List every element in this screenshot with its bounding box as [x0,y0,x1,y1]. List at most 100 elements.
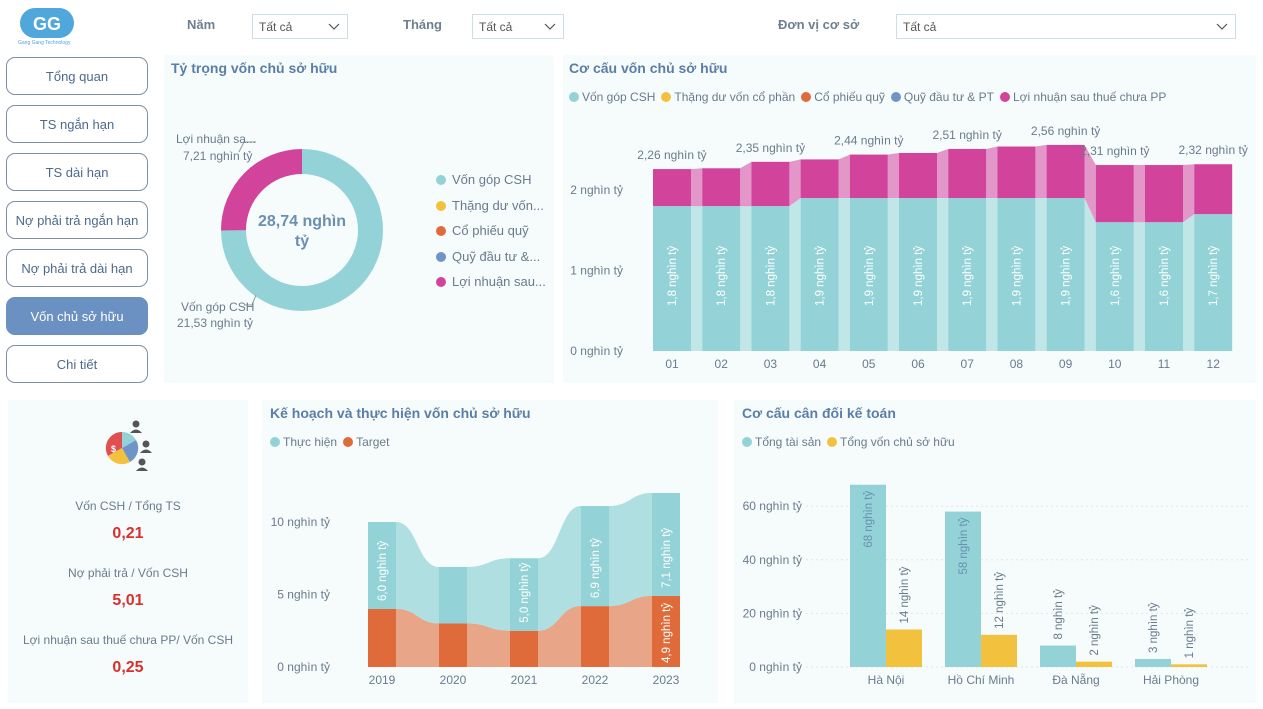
legend-item[interactable]: Quỹ đầu tư & PT [890,90,994,104]
legend-item[interactable]: Tổng tài sản [742,435,821,449]
bar-von-gop[interactable] [899,198,937,351]
bar-loi-nhuan[interactable] [1194,164,1233,215]
chevron-down-icon [1216,23,1228,30]
bar-loi-nhuan[interactable] [702,168,741,207]
ribbon [396,609,439,667]
legend-label: Cổ phiếu quỹ [452,223,529,238]
legend-item[interactable]: Thặng dư vốn cổ phần [661,90,795,104]
nav-button[interactable]: Vốn chủ sở hữu [6,297,148,335]
donut-slice[interactable] [221,149,302,231]
y-tick-label: 20 nghìn tỷ [743,606,802,620]
bar-target[interactable] [652,595,680,667]
bar-von-gop[interactable] [1194,214,1233,351]
bar-von-gop[interactable] [702,206,741,351]
legend-dot [436,200,446,211]
bar-thuc-hien[interactable] [368,522,396,609]
nav-button[interactable]: Chi tiết [6,345,148,383]
legend-item[interactable]: Thặng dư vốn... [436,198,544,213]
x-tick-label: 05 [862,357,876,371]
bar-tong-tai-san[interactable] [1040,645,1076,667]
ribbon [1133,222,1145,351]
year-dropdown[interactable]: Tất cả [252,14,348,39]
x-tick-label: 2023 [653,673,680,687]
legend-item[interactable]: Lợi nhuận sau... [436,274,546,289]
bar-von-gop[interactable] [948,198,987,351]
ribbon [1133,165,1145,223]
bar-thuc-hien[interactable] [581,506,609,607]
legend-item[interactable]: Tổng vốn chủ sở hữu [827,435,955,449]
nav-button[interactable]: TS dài hạn [6,153,148,191]
legend-dot [436,277,446,287]
bar-von-gop[interactable] [1095,222,1134,351]
plan-title: Kế hoạch và thực hiện vốn chủ sở hữu [270,405,531,421]
y-tick-label: 60 nghìn tỷ [743,499,802,513]
ribbon [1035,198,1047,351]
bar-loi-nhuan[interactable] [899,152,937,199]
ribbon [1035,144,1047,199]
donut-callout-value: 7,21 nghìn tỷ [183,149,252,163]
unit-dropdown[interactable]: Tất cả [896,14,1236,39]
legend-dot [569,92,579,102]
bar-loi-nhuan[interactable] [849,154,888,199]
bar-loi-nhuan[interactable] [1095,165,1134,223]
bar-tong-von-csh[interactable] [1171,664,1207,667]
bar-value-label: 14 nghìn tỷ [899,566,911,623]
legend-label: Target [356,435,390,449]
ribbon [396,522,439,624]
nav-button[interactable]: TS ngắn hạn [6,105,148,143]
bar-thuc-hien[interactable] [652,493,680,596]
bar-von-gop[interactable] [849,198,888,351]
bar-von-gop[interactable] [800,198,839,351]
legend-label: Tổng vốn chủ sở hữu [840,435,955,449]
legend-item[interactable]: Vốn góp CSH [569,90,655,104]
logo-caption: Gang Gang Technology [18,40,71,46]
ribbon [986,146,998,199]
legend-dot [999,92,1010,102]
bar-value-label: 68 nghìn tỷ [863,491,875,548]
y-tick-label: 1 nghìn tỷ [570,264,623,278]
bar-loi-nhuan[interactable] [1046,144,1085,199]
bar-von-gop[interactable] [751,206,790,351]
bar-tong-von-csh[interactable] [886,629,922,667]
bar-loi-nhuan[interactable] [800,159,839,199]
nav-button[interactable]: Tổng quan [6,57,148,95]
bar-loi-nhuan[interactable] [948,148,987,199]
total-label: 2,51 nghìn tỷ [933,128,1002,142]
legend-item[interactable]: Cổ phiếu quỹ [801,90,885,104]
ribbon [538,606,581,667]
x-tick-label: 12 [1207,357,1221,371]
nav-button[interactable]: Nợ phải trả dài hạn [6,249,148,287]
bar-thuc-hien[interactable] [439,566,467,624]
legend-item[interactable]: Vốn góp CSH [436,172,532,187]
bar-tong-von-csh[interactable] [981,634,1017,667]
legend-item[interactable]: Cổ phiếu quỹ [436,223,529,238]
bar-tong-tai-san[interactable] [1135,658,1171,667]
bar-von-gop[interactable] [997,198,1036,351]
bar-tong-von-csh[interactable] [1076,661,1112,667]
bar-loi-nhuan[interactable] [751,161,790,207]
bar-loi-nhuan[interactable] [1145,165,1183,223]
bar-tong-tai-san[interactable] [945,511,981,667]
bar-value-label: 1,8 nghìn tỷ [716,246,728,306]
donut-slice[interactable] [221,149,383,311]
bar-thuc-hien[interactable] [510,558,538,631]
legend-item[interactable]: Lợi nhuận sau thuế chưa PP [999,90,1166,104]
legend-item[interactable]: Quỹ đầu tư &... [436,249,540,264]
ribbon [467,558,510,631]
legend-item[interactable]: Thực hiện [270,435,337,449]
bar-target[interactable] [439,623,467,668]
bar-loi-nhuan[interactable] [997,146,1036,199]
ribbon [1084,144,1096,223]
bar-von-gop[interactable] [1046,198,1085,351]
bar-tong-tai-san[interactable] [850,484,886,667]
legend-item[interactable]: Target [343,435,389,449]
bar-von-gop[interactable] [653,206,691,351]
legend-dot [801,92,812,102]
bar-loi-nhuan[interactable] [653,169,691,207]
bar-target[interactable] [510,630,538,667]
bar-target[interactable] [581,606,609,667]
bar-target[interactable] [368,609,396,667]
nav-button[interactable]: Nợ phải trả ngắn hạn [6,201,148,239]
bar-von-gop[interactable] [1145,222,1183,351]
month-dropdown[interactable]: Tất cả [472,14,564,39]
